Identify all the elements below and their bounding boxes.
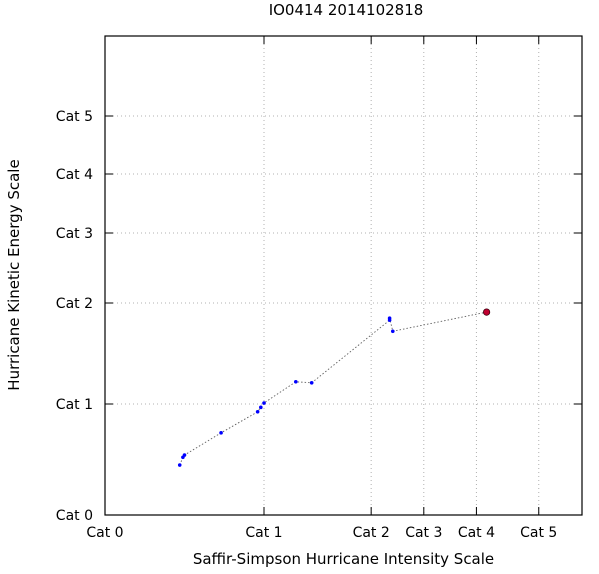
y-tick-label: Cat 4 [56, 167, 93, 183]
y-tick-label: Cat 5 [56, 109, 93, 125]
data-point [219, 431, 223, 435]
x-tick-label: Cat 3 [405, 525, 442, 541]
current-position-point [482, 308, 491, 316]
x-tick-label: Cat 2 [353, 525, 390, 541]
data-point [262, 401, 266, 405]
data-point [390, 329, 395, 334]
y-tick-label: Cat 0 [56, 508, 93, 524]
x-tick-label: Cat 0 [86, 525, 123, 541]
x-axis-label: Saffir-Simpson Hurricane Intensity Scale [192, 550, 495, 568]
data-point [177, 463, 182, 467]
series-line [179, 311, 487, 466]
x-tick-label: Cat 4 [458, 525, 495, 541]
data-point [387, 316, 392, 320]
x-tick-label: Cat 5 [520, 525, 557, 541]
data-point [255, 409, 260, 414]
y-tick-label: Cat 2 [56, 296, 93, 312]
data-point [182, 453, 187, 457]
data-point [294, 379, 298, 384]
data-point [309, 380, 314, 385]
data-point [259, 405, 263, 410]
plot-frame [104, 35, 583, 516]
y-tick-label: Cat 1 [56, 397, 93, 413]
chart-title: IO0414 2014102818 [268, 1, 424, 19]
y-tick-label: Cat 3 [56, 226, 93, 242]
x-tick-label: Cat 1 [245, 525, 282, 541]
